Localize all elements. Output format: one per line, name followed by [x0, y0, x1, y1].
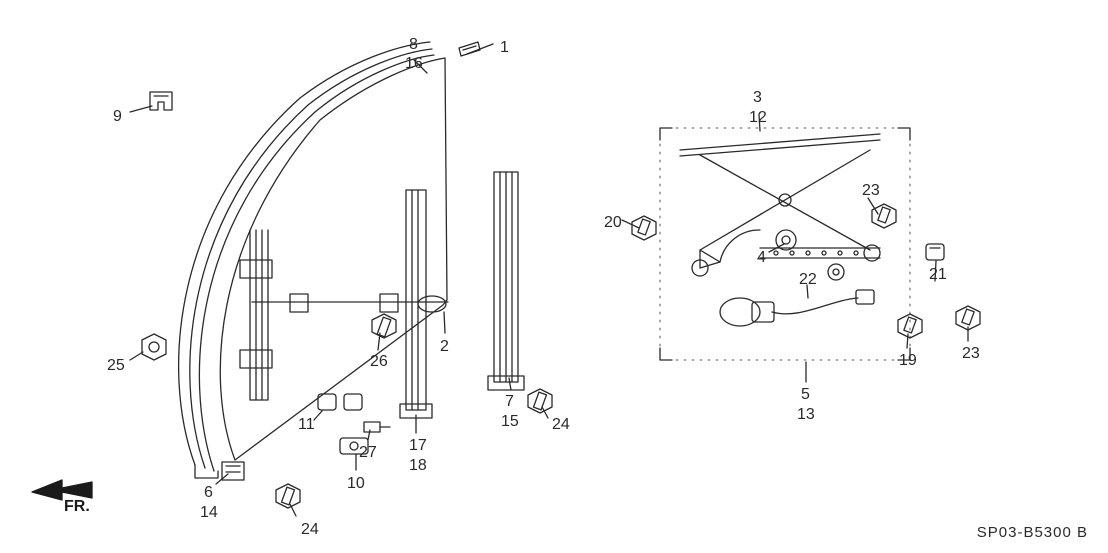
callout-22: 22	[799, 271, 817, 289]
callout-18: 18	[409, 457, 427, 475]
callout-15: 15	[501, 413, 519, 431]
callout-4: 4	[757, 249, 766, 267]
callout-24b: 24	[301, 521, 319, 539]
callout-9: 9	[113, 108, 122, 126]
part-25-nut	[142, 334, 166, 360]
part-21-plug	[926, 244, 944, 260]
part-24-bolt-b	[276, 484, 300, 508]
part-7-15-sash	[488, 172, 524, 390]
part-5-13-motor	[720, 290, 874, 326]
part-19-bolt	[898, 314, 922, 338]
front-marker-text: FR.	[64, 498, 90, 516]
diagram-container: { "meta": { "diagram_code": "SP03-B5300 …	[0, 0, 1108, 553]
callout-11: 11	[298, 416, 315, 434]
part-1-clip	[459, 42, 480, 56]
callout-14: 14	[200, 504, 218, 522]
diagram-code: SP03-B5300 B	[977, 524, 1088, 541]
callout-5: 5	[801, 386, 810, 404]
callout-21: 21	[929, 266, 947, 284]
part-17-18-sash	[400, 190, 432, 418]
callout-2: 2	[440, 338, 449, 356]
callout-12: 12	[749, 109, 767, 127]
callout-8: 8	[409, 36, 418, 54]
callout-16: 16	[405, 55, 423, 73]
callout-13: 13	[797, 406, 815, 424]
callout-6: 6	[204, 484, 213, 502]
part-3-12-regulator	[680, 134, 880, 276]
part-9-bracket	[150, 92, 172, 110]
front-arrow	[32, 480, 92, 500]
part-23-bolt-a	[872, 204, 896, 228]
callout-17: 17	[409, 437, 427, 455]
callout-20: 20	[604, 214, 622, 232]
part-26-bolt	[372, 314, 396, 338]
callout-23b: 23	[962, 345, 980, 363]
part-8-16-runchannel	[179, 42, 434, 480]
callout-26: 26	[370, 353, 388, 371]
callout-25: 25	[107, 357, 125, 375]
part-20-bolt	[632, 216, 656, 240]
callout-27: 27	[359, 444, 377, 462]
callout-10: 10	[347, 475, 365, 493]
callout-1: 1	[500, 39, 509, 57]
part-11-27-10	[318, 394, 390, 454]
part-22-grommet	[828, 264, 844, 280]
callout-3: 3	[753, 89, 762, 107]
callout-7: 7	[505, 393, 514, 411]
callout-19: 19	[899, 352, 917, 370]
part-6-14-channel	[240, 230, 272, 400]
callout-24: 24	[552, 416, 570, 434]
part-24-bolt-a	[528, 389, 552, 413]
callout-23: 23	[862, 182, 880, 200]
